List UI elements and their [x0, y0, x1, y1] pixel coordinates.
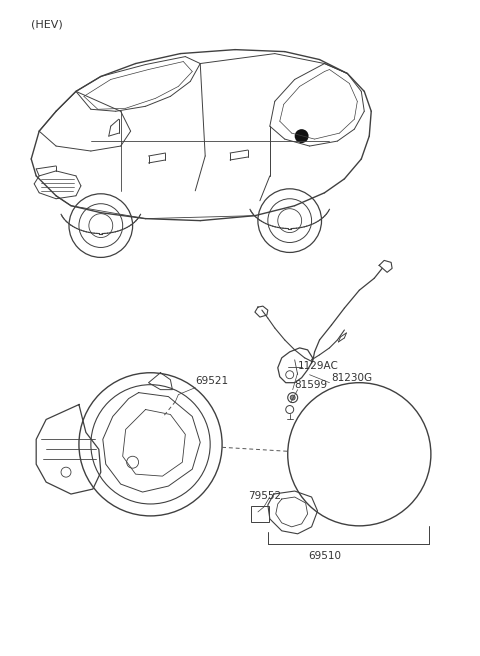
Text: 81230G: 81230G	[332, 373, 372, 382]
FancyBboxPatch shape	[251, 506, 269, 522]
Text: 69521: 69521	[195, 376, 228, 386]
Text: (HEV): (HEV)	[31, 20, 63, 30]
Text: 69510: 69510	[308, 550, 341, 561]
Text: 81599: 81599	[295, 380, 328, 390]
Text: 79552: 79552	[248, 491, 281, 501]
Circle shape	[295, 129, 309, 143]
Text: 1129AC: 1129AC	[298, 361, 338, 371]
Circle shape	[290, 395, 295, 400]
